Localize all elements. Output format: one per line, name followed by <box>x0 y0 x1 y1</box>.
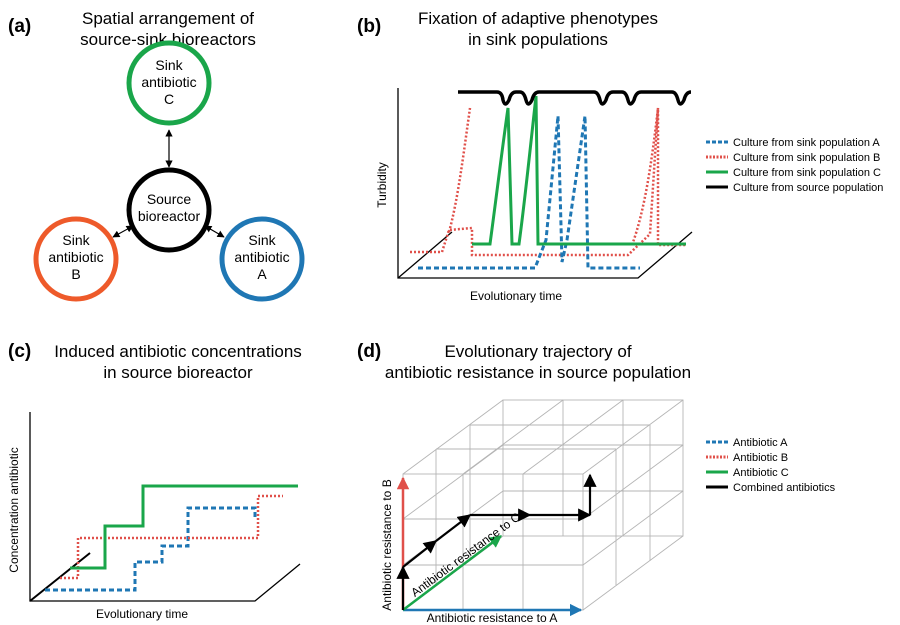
sink-c-label-3: C <box>164 91 174 107</box>
conc-antibiotic-a <box>45 506 257 592</box>
panel-d-title-line-1: Evolutionary trajectory of <box>444 342 631 361</box>
panel-d: (d) Evolutionary trajectory of antibioti… <box>357 341 836 625</box>
axis-a-label: Antibiotic resistance to A <box>427 611 558 625</box>
legend-label-sink-c: Culture from sink population C <box>733 167 881 179</box>
panel-b-depth-axis <box>397 231 453 279</box>
panel-c-title-line-2: in source bioreactor <box>103 363 253 382</box>
source-label-1: Source <box>147 191 192 207</box>
panel-c-ylabel: Concentration antibiotic <box>7 447 21 572</box>
source-label-2: bioreactor <box>138 208 201 224</box>
panel-b-title-line-2: in sink populations <box>468 30 608 49</box>
panel-b-axes <box>397 88 693 279</box>
panel-b-xlabel: Evolutionary time <box>470 289 562 303</box>
axis-c-label: Antibiotic resistance to C <box>408 510 523 600</box>
sink-c-label-2: antibiotic <box>141 74 196 90</box>
panel-b: (b) Fixation of adaptive phenotypes in s… <box>357 9 883 303</box>
panel-c-letter: (c) <box>8 341 31 362</box>
axis-b-label: Antibiotic resistance to B <box>380 479 394 610</box>
sink-a-label-1: Sink <box>248 232 276 248</box>
panel-c-xlabel: Evolutionary time <box>96 607 188 621</box>
sink-b-node <box>33 216 119 302</box>
axis-resistance-c <box>402 535 502 611</box>
panel-a: (a) Spatial arrangement of source-sink b… <box>8 9 305 302</box>
panel-d-title-line-2: antibiotic resistance in source populati… <box>385 363 691 382</box>
conc-antibiotic-b <box>60 494 283 580</box>
legend-label-antibiotic-b: Antibiotic B <box>733 452 788 464</box>
connector-source-sink-b <box>112 225 134 238</box>
legend-label-antibiotic-a: Antibiotic A <box>733 437 788 449</box>
panel-a-title-line-2: source-sink bioreactors <box>80 30 256 49</box>
curve-sink-c <box>472 95 686 246</box>
connector-source-sink-a <box>204 225 225 238</box>
sink-a-node <box>219 216 305 302</box>
sink-b-label-3: B <box>71 266 80 282</box>
sink-c-label-1: Sink <box>155 57 183 73</box>
panel-a-letter: (a) <box>8 16 31 37</box>
curve-sink-b-rise-1 <box>447 107 472 233</box>
panel-b-ylabel: Turbidity <box>375 162 389 208</box>
legend-label-combined: Combined antibiotics <box>733 482 836 494</box>
panel-b-legend: Culture from sink population A Culture f… <box>706 137 883 194</box>
combined-trajectory <box>396 473 597 610</box>
curve-source <box>458 90 692 106</box>
curve-sink-a <box>418 115 640 270</box>
panel-c-title-line-1: Induced antibiotic concentrations <box>54 342 302 361</box>
legend-label-antibiotic-c: Antibiotic C <box>733 467 789 479</box>
legend-label-source: Culture from source population <box>733 182 883 194</box>
panel-d-letter: (d) <box>357 341 381 362</box>
legend-label-sink-a: Culture from sink population A <box>733 137 880 149</box>
panel-c-axes <box>29 412 301 602</box>
panel-b-letter: (b) <box>357 16 381 37</box>
sink-b-label-2: antibiotic <box>48 249 103 265</box>
panel-a-title-line-1: Spatial arrangement of <box>82 9 254 28</box>
curve-sink-b-rise-2 <box>630 107 660 246</box>
panel-c: (c) Induced antibiotic concentrations in… <box>7 341 302 621</box>
legend-label-sink-b: Culture from sink population B <box>733 152 880 164</box>
conc-antibiotic-c <box>70 484 298 570</box>
sink-a-label-3: A <box>257 266 267 282</box>
sink-b-label-1: Sink <box>62 232 90 248</box>
sink-c-node <box>126 40 212 126</box>
source-node <box>126 167 212 253</box>
panel-b-title-line-1: Fixation of adaptive phenotypes <box>418 9 658 28</box>
sink-a-label-2: antibiotic <box>234 249 289 265</box>
panel-d-legend: Antibiotic A Antibiotic B Antibiotic C C… <box>706 437 836 494</box>
